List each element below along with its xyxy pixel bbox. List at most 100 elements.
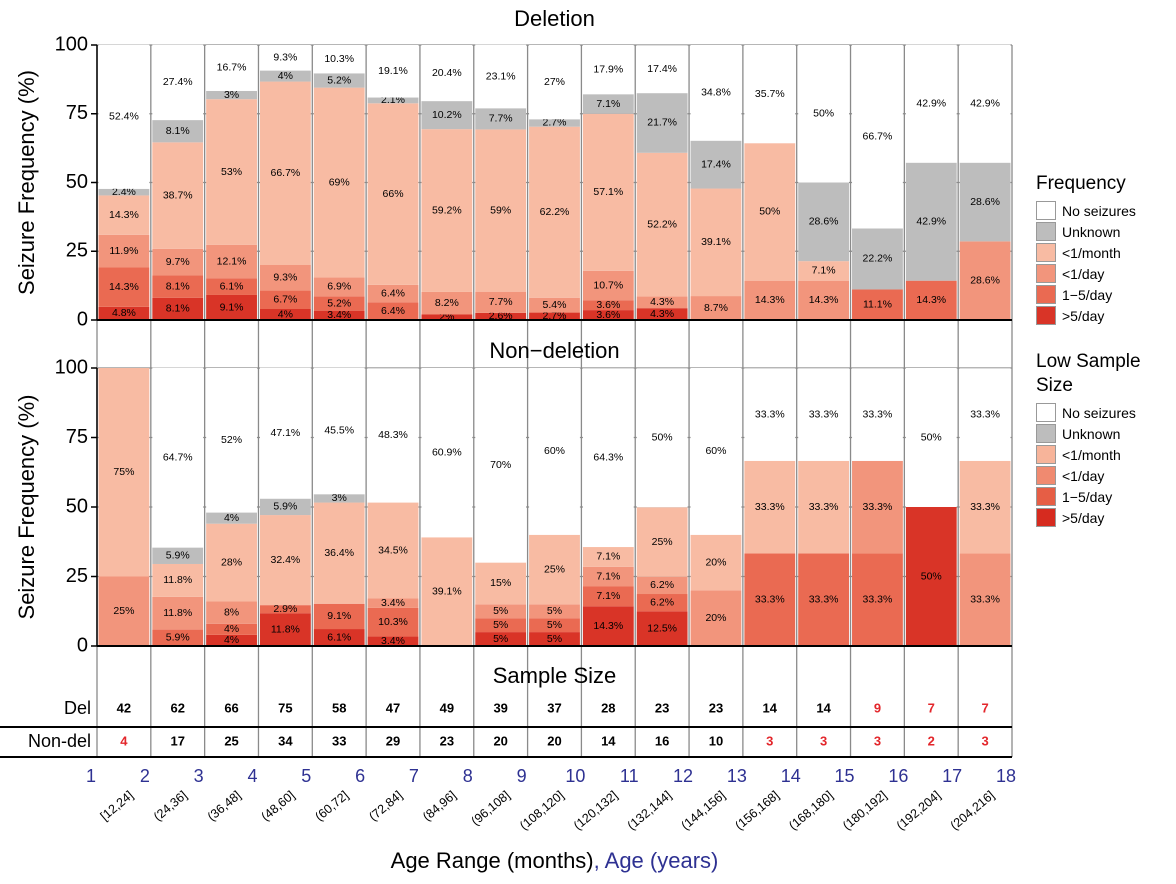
legend: Frequency No seizures Unknown <1/month <1/da… [1036,172,1174,326]
value-label: 69% [329,176,350,188]
value-label: 62.2% [540,206,570,218]
bar-segment [798,368,850,461]
value-label: 9.3% [273,272,297,284]
value-label: 5.2% [327,297,351,309]
value-label: 5% [493,633,508,645]
bar-segment [529,604,580,619]
bar-segment [690,140,742,189]
y-axis-label: Seizure Frequency (%) [14,70,39,295]
sample-count: 37 [547,700,561,715]
bar-segment [152,275,204,298]
legend-title: Low Sample Size [1036,351,1141,396]
legend-swatch [1036,424,1056,443]
value-label: 14.3% [109,209,139,221]
value-label: 32.4% [270,554,300,566]
x-tick-label: [12,24] [98,788,136,823]
sample-count: 7 [928,700,935,715]
bar-segment [475,129,527,292]
bar-segment [636,594,688,612]
value-label: 8.1% [166,125,190,137]
bar-segment [421,368,473,538]
value-label: 9.1% [220,301,244,313]
row-label: Del [64,698,91,718]
bar-segment [905,368,957,507]
value-label: 64.7% [163,451,193,463]
value-label: 4% [224,623,239,635]
bar-segment [259,515,311,606]
value-label: 50% [813,108,834,120]
bar-segment [798,460,850,554]
value-label: 8.1% [166,280,190,292]
value-label: 20.4% [432,67,462,79]
value-label: 66% [383,188,404,200]
sample-count: 3 [981,733,988,748]
bar-segment [313,87,365,278]
bar-segment [582,586,634,607]
legend-label: <1/day [1062,467,1105,484]
value-label: 6.9% [327,281,351,293]
bar-segment [636,45,688,94]
legend-label: <1/day [1062,265,1105,282]
value-label: 17.4% [701,158,731,170]
bar-segment [421,291,473,315]
bar-segment [744,143,796,281]
bar-segment [98,234,150,268]
sample-count: 66 [224,700,238,715]
legend-label: Unknown [1062,223,1121,240]
legend-item: >5/day [1036,507,1174,528]
bar-segment [152,629,204,646]
bar-segment [636,152,688,297]
bar-segment [152,563,204,597]
value-label: 60% [705,445,726,457]
bar-segment [475,562,527,605]
sample-count: 39 [493,700,507,715]
sample-count: 14 [601,733,616,748]
bar-segment [152,547,204,564]
bar-segment [529,618,580,633]
value-label: 33.3% [809,593,839,605]
value-label: 22.2% [863,253,893,265]
bar-segment [367,368,419,503]
age-year-label: 16 [888,766,908,786]
legend-item: 1−5/day [1036,486,1174,507]
bar-segment [690,534,742,591]
value-label: 36.4% [324,547,354,559]
bar-segment [152,596,204,630]
legend-swatch [1036,508,1056,527]
bar-segment [98,576,150,646]
value-label: 5% [547,619,562,631]
value-label: 3% [224,89,239,101]
value-label: 11.8% [163,574,192,586]
legend-swatch [1036,306,1056,325]
value-label: 64.3% [593,451,623,463]
x-tick-label: (60,72] [312,788,351,824]
age-year-label: 8 [463,766,473,786]
value-label: 25% [113,605,134,617]
bar-segment [421,314,473,320]
x-tick-label: (132,144] [625,788,674,833]
value-label: 20% [705,556,726,568]
bar-segment [152,248,204,276]
bar-segment [259,498,311,516]
legend-item: <1/day [1036,263,1174,284]
legend-label: >5/day [1062,509,1105,526]
bar-segment [98,44,150,189]
value-label: 6.4% [381,287,405,299]
legend-swatch [1036,264,1056,283]
bar-segment [421,537,473,646]
bar-segment [206,523,257,602]
panel-title: Non−deletion [489,338,619,363]
sample-count: 7 [981,700,988,715]
bar-segment [259,81,311,265]
age-year-label: 15 [835,766,855,786]
value-label: 4% [278,308,293,320]
value-label: 14.3% [916,294,946,306]
age-year-label: 11 [620,766,639,786]
value-label: 33.3% [809,408,839,420]
value-label: 14.3% [809,294,839,306]
value-label: 50% [759,206,780,218]
legend-label: No seizures [1062,202,1136,219]
legend-swatch [1036,222,1056,241]
bar-segment [636,576,688,595]
x-tick-label: (84,96] [420,788,459,824]
